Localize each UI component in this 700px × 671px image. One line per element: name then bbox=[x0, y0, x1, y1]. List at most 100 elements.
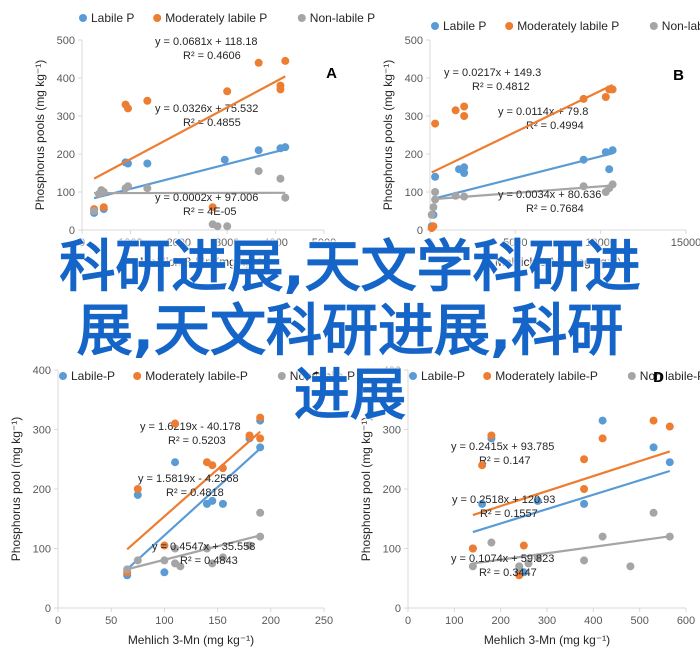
legend-marker bbox=[79, 14, 87, 22]
legend-marker bbox=[153, 14, 162, 22]
data-point bbox=[487, 538, 496, 547]
series-2: y = 0.4547x + 35.558 R² = 0.4843 bbox=[123, 508, 265, 574]
series-2: y = 0.1074x + 59.823 R² = 0.3447 bbox=[451, 508, 674, 579]
data-point bbox=[176, 562, 185, 571]
x-tick-label: 0 bbox=[427, 237, 433, 249]
series-1: y = 0.2518x + 120.93 R² = 0.1557 bbox=[452, 416, 674, 580]
x-tick-label: 150 bbox=[208, 615, 226, 627]
legend-marker bbox=[627, 372, 636, 380]
data-point bbox=[256, 532, 265, 541]
x-tick-label: 500 bbox=[630, 615, 648, 627]
data-point bbox=[256, 508, 265, 517]
data-point bbox=[429, 203, 438, 212]
trendline-equation: y = 0.2518x + 120.93 bbox=[452, 494, 555, 506]
legend-marker bbox=[431, 22, 439, 30]
data-point bbox=[533, 553, 542, 562]
series-0: y = 0.2415x + 93.785 R² = 0.147 bbox=[451, 416, 674, 577]
y-tick-label: 200 bbox=[405, 149, 423, 161]
data-point bbox=[460, 112, 469, 120]
legend-marker bbox=[59, 372, 67, 380]
data-point bbox=[580, 455, 589, 464]
y-tick-label: 200 bbox=[33, 484, 51, 496]
trendline-r2: R² = 0.147 bbox=[479, 455, 531, 467]
x-tick-label: 100 bbox=[445, 615, 463, 627]
watermark-text: 科研进展,天文学科研进 展,天文科研进展,科研 进展 bbox=[0, 236, 700, 428]
legend-marker bbox=[297, 14, 306, 22]
y-tick-label: 0 bbox=[69, 225, 75, 237]
trendline-equation: y = 1.6219x - 40.178 bbox=[140, 421, 241, 433]
data-point bbox=[281, 143, 290, 152]
data-point bbox=[649, 508, 658, 517]
y-axis-label: Phosphorus pool (mg kg⁻¹) bbox=[359, 417, 373, 561]
x-tick-label: 1000 bbox=[118, 237, 142, 249]
trendline-r2: R² = 0.4843 bbox=[180, 555, 238, 567]
y-tick-label: 100 bbox=[405, 187, 423, 199]
data-point bbox=[208, 559, 217, 568]
y-tick-label: 100 bbox=[57, 187, 75, 199]
series-1: y = 0.0217x + 149.3 R² = 0.4812 bbox=[427, 67, 617, 233]
data-point bbox=[665, 532, 674, 541]
trendline bbox=[93, 75, 286, 180]
data-point bbox=[256, 434, 265, 443]
y-tick-label: 300 bbox=[383, 425, 401, 437]
data-point bbox=[478, 461, 487, 470]
data-point bbox=[123, 565, 132, 574]
trendline-r2: R² = 0.5203 bbox=[168, 435, 226, 447]
data-point bbox=[143, 96, 152, 105]
trendline-equation: y = 0.0114x + 79.8 bbox=[498, 106, 588, 118]
y-tick-label: 300 bbox=[57, 111, 75, 123]
x-tick-label: 5000 bbox=[312, 237, 336, 249]
y-tick-label: 0 bbox=[45, 603, 51, 615]
legend-marker bbox=[505, 22, 514, 30]
trendline-r2: R² = 4E-05 bbox=[183, 206, 237, 218]
trendline-r2: R² = 0.4818 bbox=[166, 487, 224, 499]
trendline bbox=[472, 535, 670, 565]
data-point bbox=[431, 172, 440, 181]
trendline-r2: R² = 0.4606 bbox=[183, 50, 241, 62]
data-point bbox=[431, 188, 440, 196]
trendline-equation: y = 0.4547x + 35.558 bbox=[152, 541, 255, 553]
trendline bbox=[472, 450, 671, 517]
legend-label: Non labile-P bbox=[290, 369, 355, 383]
data-point bbox=[143, 159, 152, 168]
data-point bbox=[208, 496, 217, 505]
y-tick-label: 400 bbox=[383, 365, 401, 377]
data-point bbox=[90, 207, 99, 215]
data-point bbox=[208, 461, 217, 470]
data-point bbox=[223, 87, 232, 96]
y-tick-label: 300 bbox=[405, 111, 423, 123]
data-point bbox=[431, 119, 440, 128]
chart-panel-d: 0 100 200 300 400 500 600 0 100 200 300 400 Mehlich … bbox=[359, 365, 700, 647]
data-point bbox=[608, 85, 617, 94]
data-point bbox=[601, 148, 610, 157]
data-point bbox=[580, 556, 589, 565]
data-point bbox=[580, 485, 589, 493]
data-point bbox=[598, 416, 607, 425]
watermark-line-3: 进展 bbox=[294, 363, 406, 428]
y-tick-label: 0 bbox=[417, 225, 423, 237]
y-tick-label: 500 bbox=[57, 35, 75, 47]
data-point bbox=[431, 195, 440, 204]
data-point bbox=[468, 544, 477, 553]
data-point bbox=[579, 94, 588, 103]
data-point bbox=[598, 434, 607, 443]
data-point bbox=[276, 174, 285, 183]
panel-label: A bbox=[326, 65, 337, 82]
data-point bbox=[276, 81, 285, 90]
data-point bbox=[487, 431, 496, 440]
trendline-r2: R² = 0.4994 bbox=[526, 120, 584, 132]
x-axis-label: Mehlich 3-Mn (mg kg⁻¹) bbox=[140, 255, 266, 269]
x-tick-label: 0 bbox=[79, 237, 85, 249]
legend-label: Non labile-P bbox=[640, 369, 700, 383]
data-point bbox=[460, 192, 469, 201]
trendline-equation: y = 0.0326x + 75.532 bbox=[155, 103, 258, 115]
trendline-r2: R² = 0.4812 bbox=[472, 81, 530, 93]
x-tick-label: 100 bbox=[155, 615, 173, 627]
data-point bbox=[649, 416, 658, 425]
data-point bbox=[245, 431, 254, 440]
trendline bbox=[126, 430, 261, 551]
x-tick-label: 0 bbox=[405, 615, 411, 627]
trendline-r2: R² = 0.7684 bbox=[526, 203, 584, 215]
panel-label: C bbox=[311, 369, 322, 386]
series-2: y = 0.0034x + 80.636 R² = 0.7684 bbox=[427, 180, 617, 219]
